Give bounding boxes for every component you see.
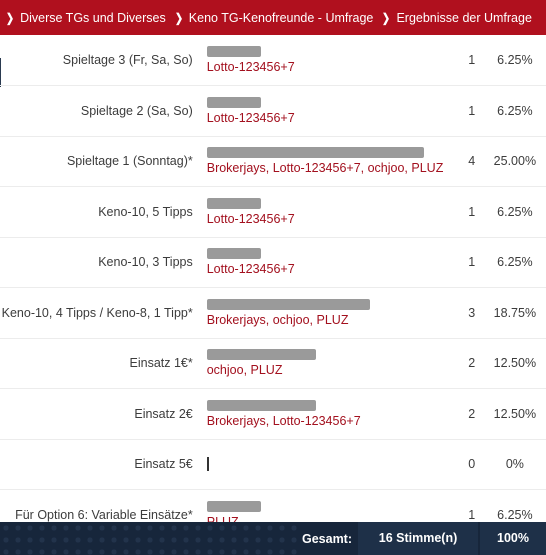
vote-bar (206, 147, 424, 159)
vote-count: 3 (459, 287, 484, 339)
poll-result-cell (200, 439, 460, 490)
poll-option-label: Keno-10, 3 Tipps (0, 237, 201, 288)
poll-result-cell: Lotto-123456+7 (200, 35, 460, 86)
vote-percent: 0% (483, 439, 546, 490)
poll-row: Keno-10, 5 Tipps Lotto-123456+7 1 6.25% (0, 186, 546, 238)
vote-count: 2 (459, 388, 484, 440)
breadcrumb-label: Ergebnisse der Umfrage (396, 10, 532, 25)
poll-row: Keno-10, 4 Tipps / Keno-8, 1 Tipp* Broker… (0, 287, 546, 339)
vote-bar (206, 349, 316, 361)
breadcrumb-item-forum[interactable]: ❯ Diverse TGs und Diverses (5, 11, 166, 25)
vote-percent: 12.50% (483, 388, 546, 440)
vote-bar (206, 46, 261, 57)
poll-result-cell: Lotto-123456+7 (200, 85, 460, 137)
poll-row: Spieltage 3 (Fr, Sa, So) Lotto-123456+7 1 6… (0, 35, 546, 86)
poll-option-label: Spieltage 2 (Sa, So) (0, 85, 201, 137)
vote-count: 1 (459, 186, 484, 238)
voter-list: Lotto-123456+7 (206, 60, 295, 74)
vote-count: 1 (459, 35, 484, 86)
poll-option-label: Spieltage 1 (Sonntag)* (0, 136, 201, 187)
vote-count: 4 (459, 136, 484, 187)
vote-count: 0 (459, 439, 484, 490)
total-votes: 16 Stimme(n) (358, 522, 478, 555)
poll-totals-bar: Gesamt: 16 Stimme(n) 100% (0, 522, 546, 555)
poll-row: Keno-10, 3 Tipps Lotto-123456+7 1 6.25% (0, 237, 546, 288)
breadcrumb-item-thread[interactable]: ❯ Keno TG-Kenofreunde - Umfrage (174, 11, 374, 25)
breadcrumb-item-results[interactable]: ❯ Ergebnisse der Umfrage (381, 11, 532, 25)
vote-bar (206, 248, 261, 260)
total-label: Gesamt: (301, 531, 353, 546)
vote-bar (206, 457, 209, 472)
vote-count: 2 (459, 338, 484, 389)
poll-row: Einsatz 1€* ochjoo, PLUZ 2 12.50% (0, 338, 546, 389)
breadcrumb-label: Keno TG-Kenofreunde - Umfrage (188, 10, 374, 25)
poll-row: Spieltage 2 (Sa, So) Lotto-123456+7 1 6.25% (0, 85, 546, 137)
footer-pattern (0, 522, 298, 555)
voter-list: Lotto-123456+7 (206, 110, 295, 125)
chevron-right-icon: ❯ (174, 10, 183, 25)
poll-result-cell: Lotto-123456+7 (200, 186, 460, 238)
poll-result-cell: Brokerjays, Lotto-123456+7, ochjoo, PLUZ (200, 136, 460, 187)
poll-option-label: Keno-10, 5 Tipps (0, 186, 201, 238)
breadcrumb-label: Diverse TGs und Diverses (20, 10, 166, 25)
chevron-right-icon: ❯ (6, 10, 15, 25)
poll-result-cell: Brokerjays, Lotto-123456+7 (200, 388, 460, 440)
voter-list: Lotto-123456+7 (206, 262, 295, 277)
voter-list: Brokerjays, Lotto-123456+7 (206, 413, 361, 428)
poll-option-label: Keno-10, 4 Tipps / Keno-8, 1 Tipp* (0, 287, 201, 339)
vote-bar (206, 500, 261, 512)
poll-result-cell: ochjoo, PLUZ (200, 338, 460, 389)
voter-list: Brokerjays, ochjoo, PLUZ (206, 312, 349, 327)
poll-results-table: Spieltage 3 (Fr, Sa, So) Lotto-123456+7 1 6… (0, 35, 546, 541)
poll-result-cell: Brokerjays, ochjoo, PLUZ (200, 287, 460, 339)
vote-percent: 6.25% (483, 35, 546, 86)
vote-bar (206, 298, 370, 310)
poll-row: Einsatz 5€ 0 0% (0, 439, 546, 490)
poll-result-cell: Lotto-123456+7 (200, 237, 460, 288)
poll-option-label: Spieltage 3 (Fr, Sa, So) (0, 35, 201, 86)
vote-count: 1 (459, 237, 484, 288)
vote-bar (206, 96, 261, 108)
vote-bar (206, 197, 261, 209)
voter-list: Brokerjays, Lotto-123456+7, ochjoo, PLUZ (206, 161, 444, 176)
voter-list: Lotto-123456+7 (206, 211, 295, 226)
total-percent: 100% (480, 522, 546, 555)
vote-bar (206, 399, 316, 411)
vote-percent: 6.25% (483, 85, 546, 137)
poll-row: Einsatz 2€ Brokerjays, Lotto-123456+7 2 12.… (0, 388, 546, 440)
vote-percent: 25.00% (483, 136, 546, 187)
vote-percent: 6.25% (483, 186, 546, 238)
vote-percent: 12.50% (483, 338, 546, 389)
vote-percent: 18.75% (483, 287, 546, 339)
vote-count: 1 (459, 85, 484, 137)
poll-option-label: Einsatz 1€* (0, 338, 201, 389)
poll-option-label: Einsatz 5€ (0, 439, 201, 490)
chevron-right-icon: ❯ (382, 10, 391, 25)
breadcrumb: ❯ Diverse TGs und Diverses ❯ Keno TG-Ken… (0, 0, 546, 35)
vote-percent: 6.25% (483, 237, 546, 288)
voter-list: ochjoo, PLUZ (206, 363, 283, 378)
poll-row: Spieltage 1 (Sonntag)* Brokerjays, Lotto-… (0, 136, 546, 187)
poll-option-label: Einsatz 2€ (0, 388, 201, 440)
